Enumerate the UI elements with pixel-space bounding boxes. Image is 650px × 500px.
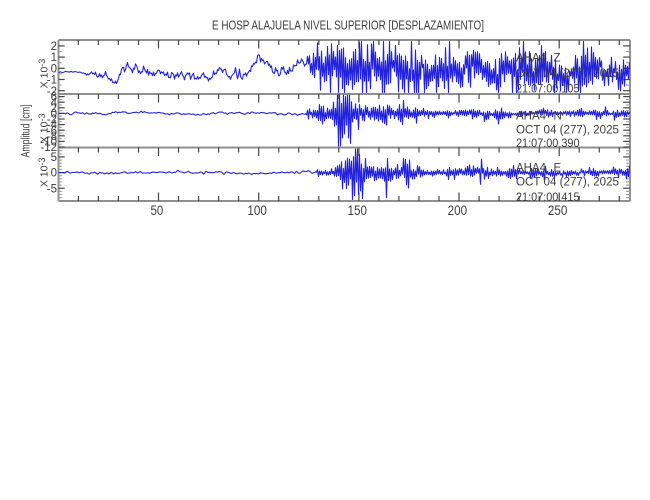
svg-text:21:07:00.390: 21:07:00.390 [516, 138, 580, 150]
svg-text:-2: -2 [47, 86, 57, 98]
svg-text:100: 100 [247, 202, 267, 218]
svg-text:E: E [554, 162, 562, 174]
svg-text:-8: -8 [47, 131, 57, 143]
svg-text:21:07:00.415: 21:07:00.415 [516, 192, 580, 204]
svg-text:OCT 04 (277), 2025: OCT 04 (277), 2025 [516, 177, 619, 189]
svg-text:OCT 04 (277), 2025: OCT 04 (277), 2025 [516, 68, 619, 80]
svg-text:0: 0 [51, 109, 57, 121]
svg-text:2: 2 [51, 103, 57, 115]
svg-text:N: N [554, 111, 562, 123]
svg-text:21:07:00.105: 21:07:00.105 [516, 84, 580, 96]
svg-text:50: 50 [151, 202, 164, 218]
svg-text:2: 2 [51, 41, 57, 53]
svg-text:AHA4: AHA4 [516, 111, 547, 123]
svg-text:1: 1 [51, 52, 57, 64]
svg-text:250: 250 [548, 202, 568, 218]
svg-text:200: 200 [448, 202, 468, 218]
svg-text:0: 0 [51, 168, 57, 180]
svg-text:Amplitud [cm]: Amplitud [cm] [21, 105, 33, 158]
svg-text:AHA4: AHA4 [516, 53, 547, 65]
svg-text:E HOSP ALAJUELA NIVEL SUPERIOR: E HOSP ALAJUELA NIVEL SUPERIOR [DESPLAZA… [212, 19, 484, 33]
svg-text:0: 0 [51, 63, 57, 75]
svg-text:150: 150 [347, 202, 367, 218]
svg-text:4: 4 [51, 97, 58, 109]
svg-text:-6: -6 [47, 125, 57, 137]
svg-text:Z: Z [554, 53, 561, 65]
svg-text:-1: -1 [47, 75, 57, 87]
svg-text:-12: -12 [40, 142, 57, 154]
svg-text:5: 5 [51, 152, 57, 164]
svg-text:6: 6 [51, 92, 57, 104]
svg-text:-5: -5 [47, 183, 57, 195]
svg-text:-10: -10 [40, 137, 57, 149]
svg-text:AHA4: AHA4 [516, 162, 547, 174]
svg-text:OCT 04 (277), 2025: OCT 04 (277), 2025 [516, 125, 619, 137]
svg-text:-2: -2 [47, 114, 57, 126]
svg-text:-4: -4 [47, 120, 58, 132]
